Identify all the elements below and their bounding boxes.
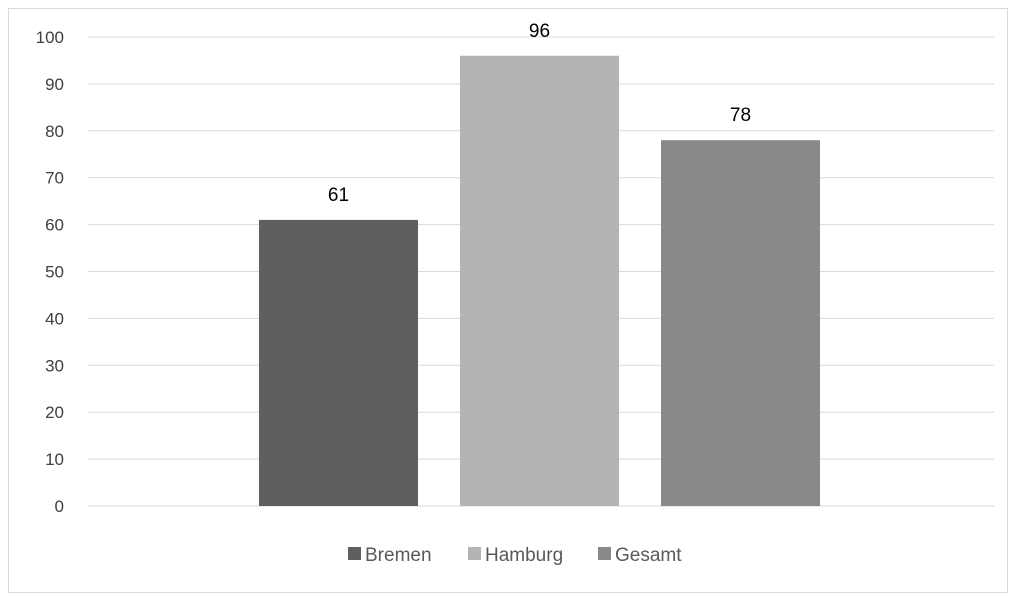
data-label-gesamt: 78 <box>730 105 751 126</box>
legend-label-bremen: Bremen <box>365 545 432 566</box>
y-tick-label: 50 <box>45 263 64 282</box>
y-tick-label: 60 <box>45 216 64 235</box>
legend-swatch-bremen <box>348 547 361 560</box>
y-tick-label: 20 <box>45 403 64 422</box>
bars <box>259 55 820 506</box>
y-tick-label: 80 <box>45 122 64 141</box>
legend: Bremen Hamburg Gesamt <box>348 545 682 566</box>
bar-gesamt <box>661 140 820 506</box>
legend-swatch-hamburg <box>468 547 481 560</box>
y-tick-label: 90 <box>45 75 64 94</box>
data-label-bremen: 61 <box>328 185 349 206</box>
y-tick-label: 70 <box>45 169 64 188</box>
y-tick-label: 10 <box>45 450 64 469</box>
legend-label-gesamt: Gesamt <box>615 545 682 566</box>
y-tick-label: 100 <box>36 28 64 47</box>
bar-hamburg <box>460 55 619 506</box>
bar-bremen <box>259 219 418 506</box>
data-label-hamburg: 96 <box>529 21 550 42</box>
y-axis-tick-labels: 0 10 20 30 40 50 60 70 80 90 100 <box>36 28 64 516</box>
y-tick-label: 0 <box>55 497 64 516</box>
data-labels: 61 96 78 <box>328 21 751 206</box>
legend-swatch-gesamt <box>598 547 611 560</box>
y-tick-label: 40 <box>45 309 64 328</box>
legend-label-hamburg: Hamburg <box>485 545 563 566</box>
y-tick-label: 30 <box>45 356 64 375</box>
